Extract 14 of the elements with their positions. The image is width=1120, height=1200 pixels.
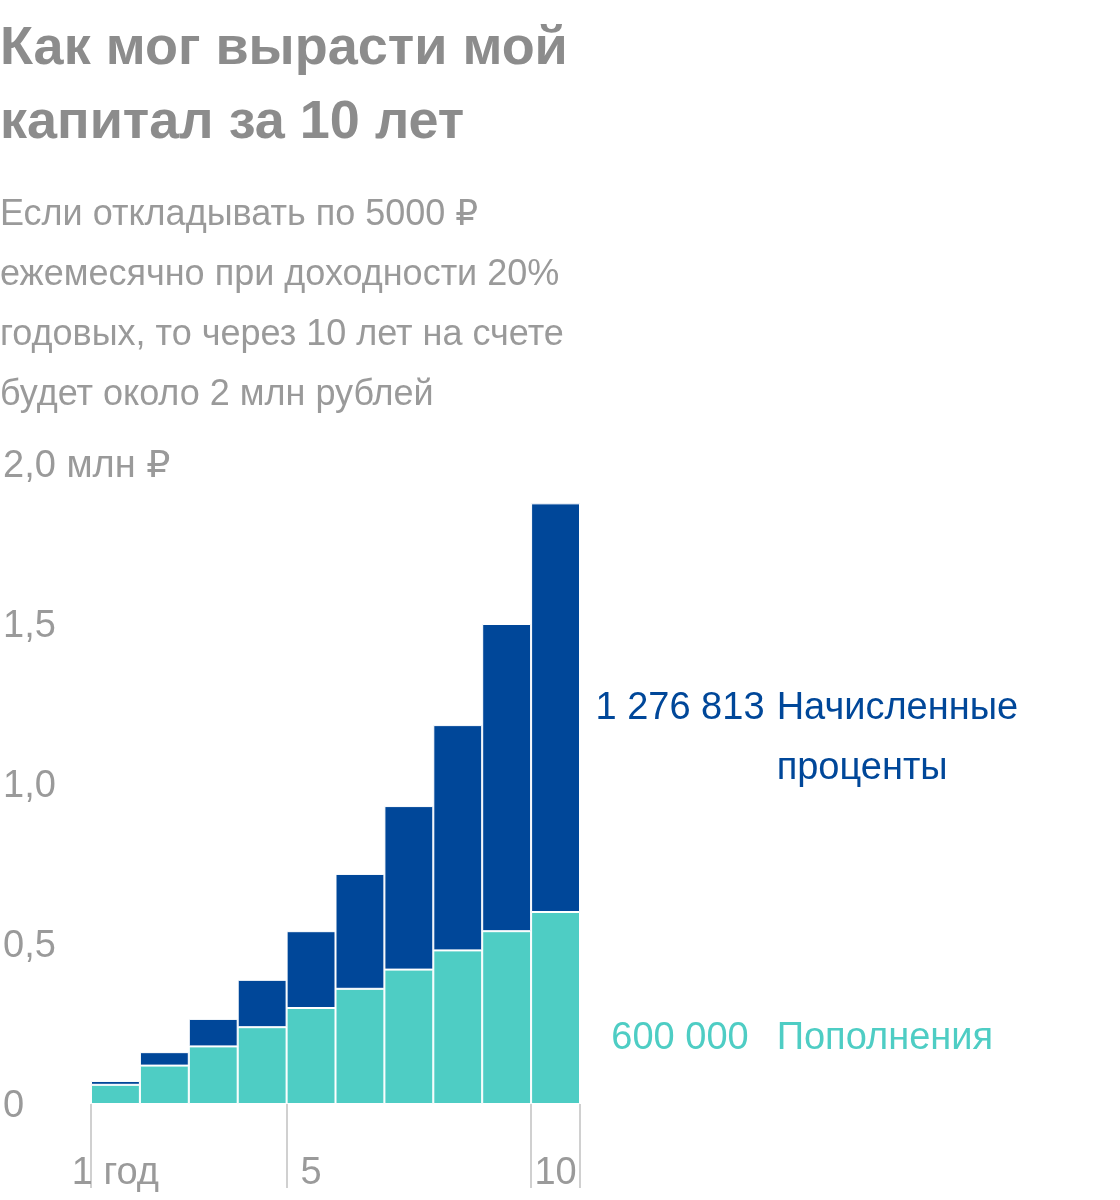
- y-tick-label: 1,0: [3, 763, 56, 805]
- x-tick-label: 10: [534, 1150, 577, 1192]
- chart-subtitle: Если откладывать по 5000 ₽ ежемесячно при доходности 20% годовых, то через 10 лет на счете будет около 2 млн рублей: [0, 191, 574, 413]
- text: Пополнения: [776, 1015, 994, 1057]
- chart-title: Как мог вырасти мой капитал за 10 лет: [0, 15, 583, 149]
- y-tick-label: 1,5: [3, 603, 56, 645]
- text: Начисленные проценты: [776, 684, 1019, 787]
- text: 1 276 813: [595, 684, 765, 727]
- y-tick-label: 0: [3, 1083, 25, 1125]
- x-tick-label: 5: [300, 1150, 322, 1192]
- y-tick-label: 2,0 млн ₽: [3, 443, 171, 485]
- text: 600 000: [611, 1015, 749, 1057]
- y-tick-label: 0,5: [3, 923, 56, 965]
- x-tick-label: 1 год: [71, 1150, 160, 1192]
